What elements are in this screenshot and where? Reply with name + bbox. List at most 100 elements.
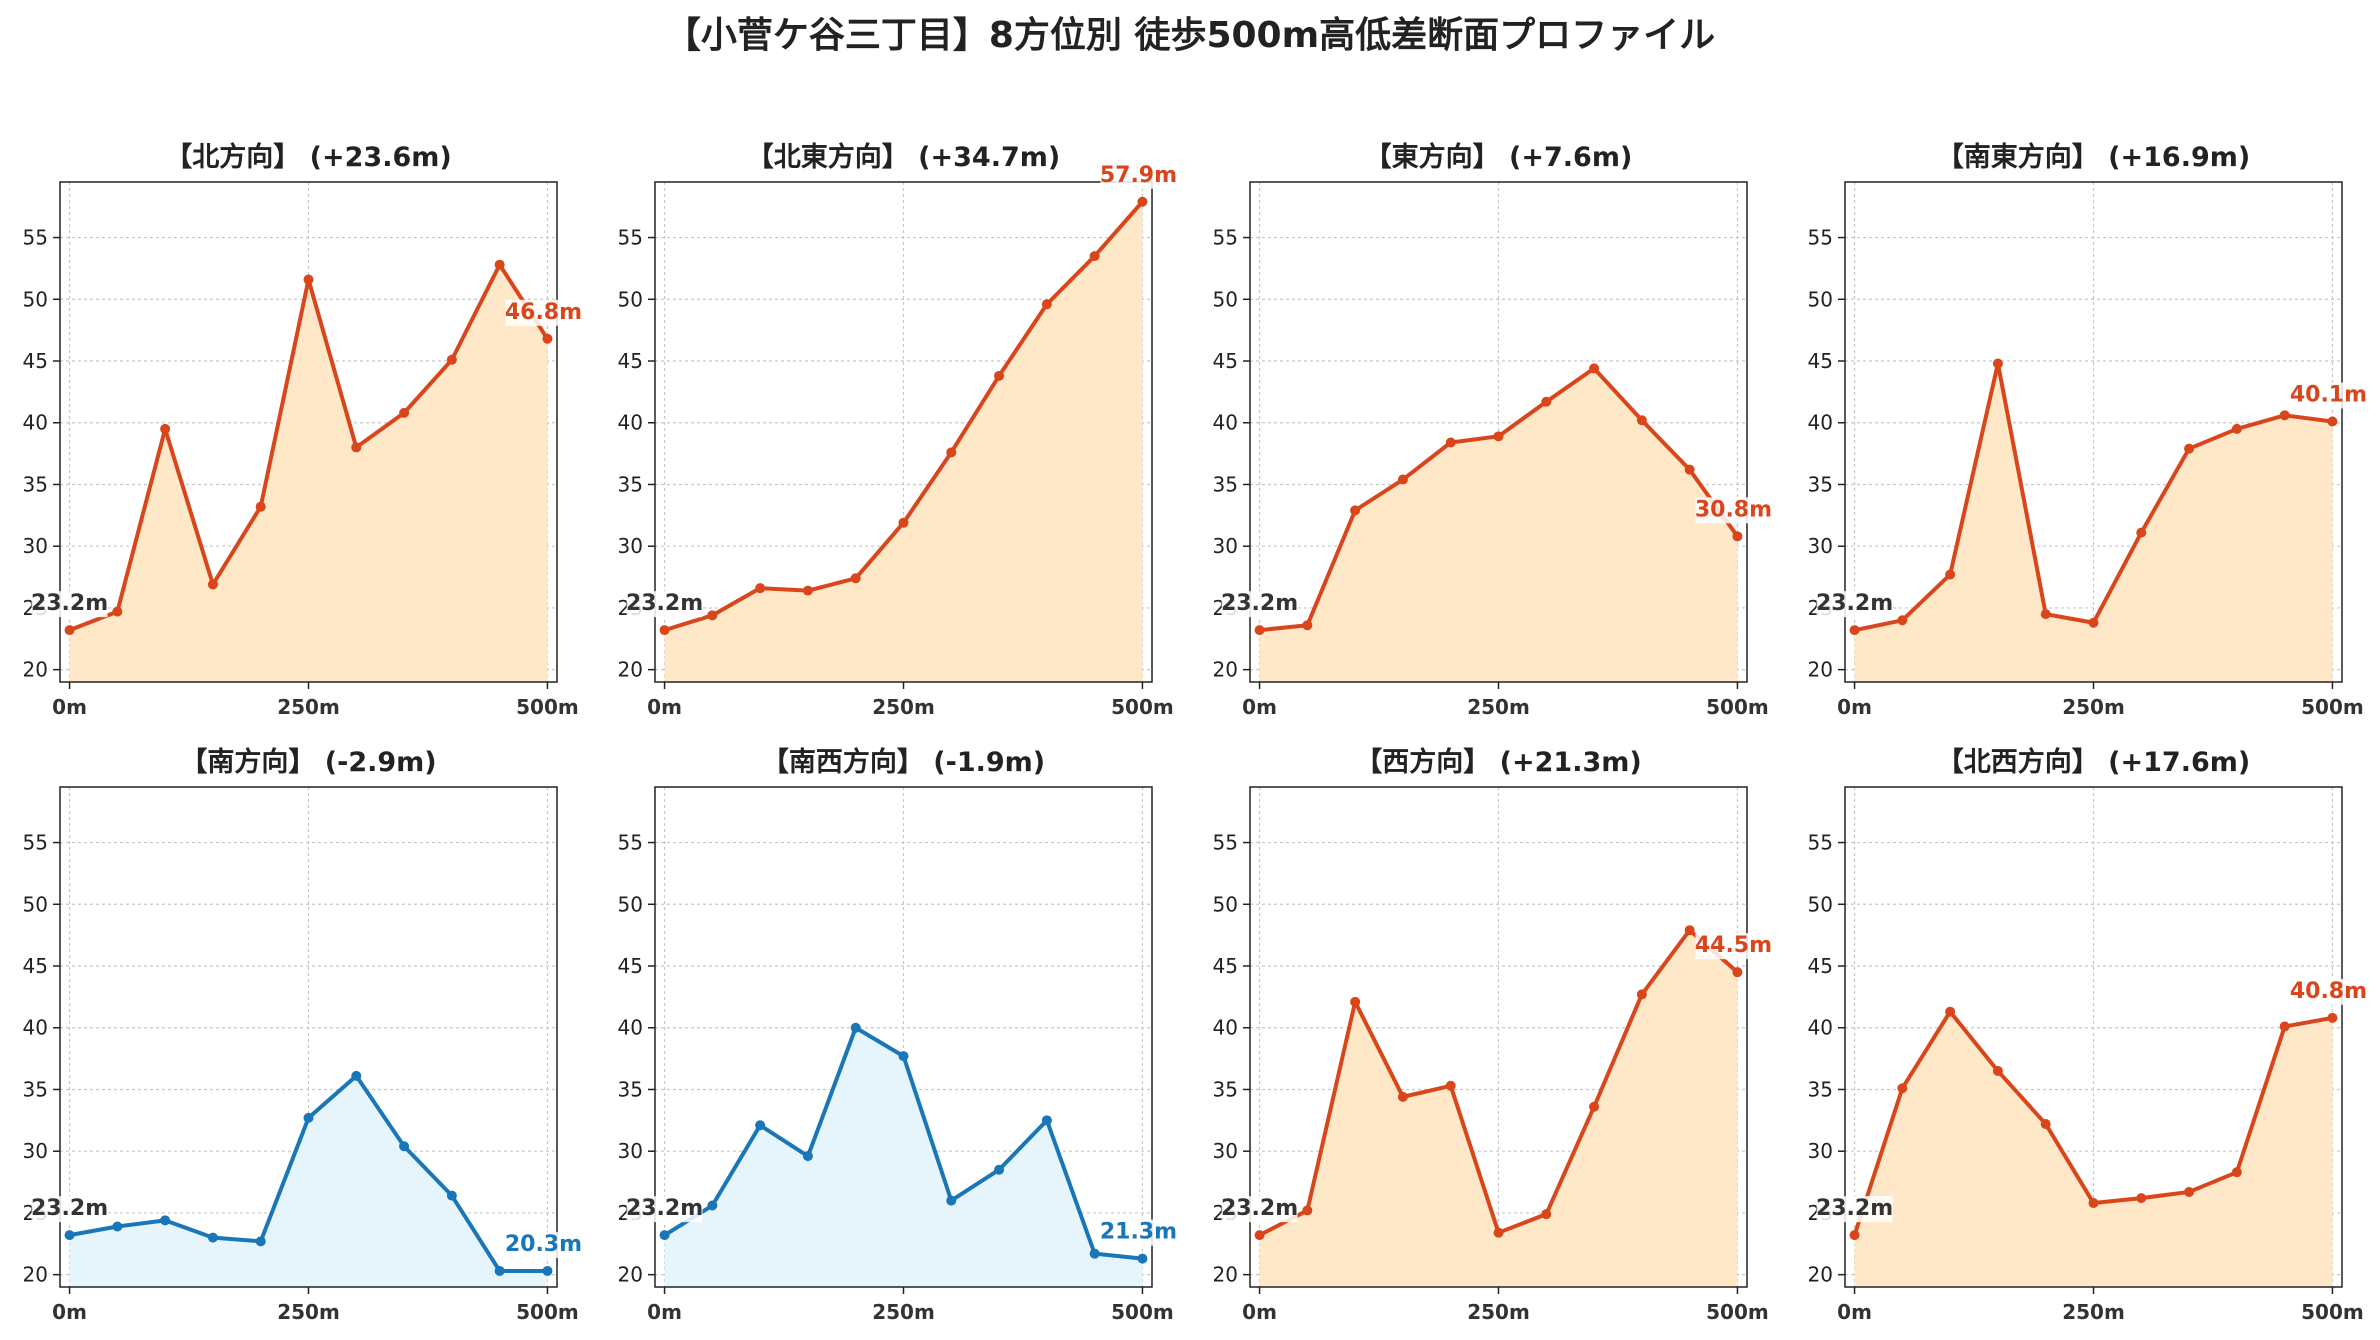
chart-title: 【東方向】 (+7.6m) <box>1365 141 1633 173</box>
data-point <box>1992 1065 2003 1076</box>
chart-panel-1: 【北東方向】 (+34.7m)20253035404550550m250m500… <box>618 141 1178 719</box>
end-label: 40.1m <box>2290 383 2367 408</box>
y-tick-label: 55 <box>618 226 643 250</box>
x-tick-label: 250m <box>277 695 340 719</box>
chart-panel-5: 【南西方向】 (-1.9m)20253035404550550m250m500m… <box>618 746 1178 1324</box>
data-point <box>1992 358 2003 369</box>
x-tick-label: 250m <box>1467 1300 1530 1324</box>
data-point <box>64 625 75 636</box>
end-label-box <box>505 1231 582 1258</box>
start-label: 23.2m <box>1221 591 1298 616</box>
data-point <box>2136 1193 2147 1204</box>
y-tick-label: 55 <box>618 831 643 855</box>
y-tick-label: 50 <box>23 287 48 311</box>
y-tick-label: 20 <box>1808 1263 1833 1287</box>
data-point <box>802 1151 813 1162</box>
chart-panel-7: 【北西方向】 (+17.6m)20253035404550550m250m500… <box>1808 746 2368 1324</box>
data-point <box>207 579 218 590</box>
data-point <box>994 370 1005 381</box>
start-label: 23.2m <box>31 591 108 616</box>
data-point <box>160 1215 171 1226</box>
data-point <box>446 354 457 365</box>
start-label-box <box>1221 591 1298 618</box>
data-point <box>994 1164 1005 1175</box>
y-tick-label: 20 <box>1213 658 1238 682</box>
series-area <box>1854 363 2333 682</box>
chart-title: 【北方向】 (+23.6m) <box>165 141 451 173</box>
y-tick-label: 20 <box>618 658 643 682</box>
data-point <box>494 1265 505 1276</box>
data-point <box>2327 416 2338 427</box>
data-point <box>112 1221 123 1232</box>
y-tick-label: 30 <box>1808 534 1833 558</box>
y-tick-label: 55 <box>23 226 48 250</box>
y-tick-label: 45 <box>23 349 48 373</box>
data-point <box>2088 1198 2099 1209</box>
y-tick-label: 50 <box>23 892 48 916</box>
x-tick-label: 500m <box>516 695 579 719</box>
y-tick-label: 20 <box>23 658 48 682</box>
data-point <box>1041 1115 1052 1126</box>
x-tick-label: 250m <box>2062 695 2125 719</box>
y-tick-label: 35 <box>1213 1077 1238 1101</box>
data-point <box>2040 1119 2051 1130</box>
y-tick-label: 40 <box>23 411 48 435</box>
x-tick-label: 250m <box>277 1300 340 1324</box>
end-label: 20.3m <box>505 1232 582 1257</box>
start-label: 23.2m <box>31 1196 108 1221</box>
data-point <box>2184 1186 2195 1197</box>
data-point <box>2040 609 2051 620</box>
data-point <box>1089 251 1100 262</box>
y-tick-label: 20 <box>1213 1263 1238 1287</box>
y-tick-label: 55 <box>23 831 48 855</box>
data-point <box>1089 1248 1100 1259</box>
chart-title: 【南東方向】 (+16.9m) <box>1937 141 2250 173</box>
start-label-box <box>31 591 108 618</box>
data-point <box>2231 423 2242 434</box>
data-point <box>1897 1083 1908 1094</box>
data-point <box>659 625 670 636</box>
data-point <box>1137 196 1148 207</box>
y-tick-label: 55 <box>1213 226 1238 250</box>
x-tick-label: 500m <box>1111 1300 1174 1324</box>
y-tick-label: 30 <box>23 1139 48 1163</box>
y-tick-label: 50 <box>1213 287 1238 311</box>
end-label: 40.8m <box>2290 979 2367 1004</box>
data-point <box>1589 363 1600 374</box>
data-point <box>850 573 861 584</box>
y-tick-label: 20 <box>618 1263 643 1287</box>
data-point <box>1397 474 1408 485</box>
data-point <box>1254 625 1265 636</box>
data-point <box>850 1022 861 1033</box>
y-tick-label: 20 <box>23 1263 48 1287</box>
x-tick-label: 0m <box>1837 1300 1872 1324</box>
x-tick-label: 0m <box>647 695 682 719</box>
data-point <box>2279 1021 2290 1032</box>
y-tick-label: 35 <box>1213 472 1238 496</box>
y-tick-label: 30 <box>618 1139 643 1163</box>
start-label: 23.2m <box>1816 591 1893 616</box>
data-point <box>1849 1230 1860 1241</box>
y-tick-label: 20 <box>1808 658 1833 682</box>
data-point <box>2184 443 2195 454</box>
y-tick-label: 45 <box>1808 349 1833 373</box>
data-point <box>2327 1012 2338 1023</box>
chart-title: 【南方向】 (-2.9m) <box>180 746 436 778</box>
end-label-box <box>1100 1219 1177 1246</box>
y-tick-label: 50 <box>618 892 643 916</box>
series-area <box>69 1075 548 1287</box>
y-tick-label: 40 <box>618 411 643 435</box>
y-tick-label: 50 <box>1808 892 1833 916</box>
data-point <box>1732 967 1743 978</box>
end-label: 57.9m <box>1100 163 1177 188</box>
y-tick-label: 35 <box>23 472 48 496</box>
data-point <box>2279 410 2290 421</box>
x-tick-label: 500m <box>1111 695 1174 719</box>
x-tick-label: 500m <box>1706 1300 1769 1324</box>
data-point <box>1897 615 1908 626</box>
data-point <box>1541 1209 1552 1220</box>
series-area <box>1854 1011 2333 1287</box>
data-point <box>446 1190 457 1201</box>
start-label-box <box>1816 591 1893 618</box>
